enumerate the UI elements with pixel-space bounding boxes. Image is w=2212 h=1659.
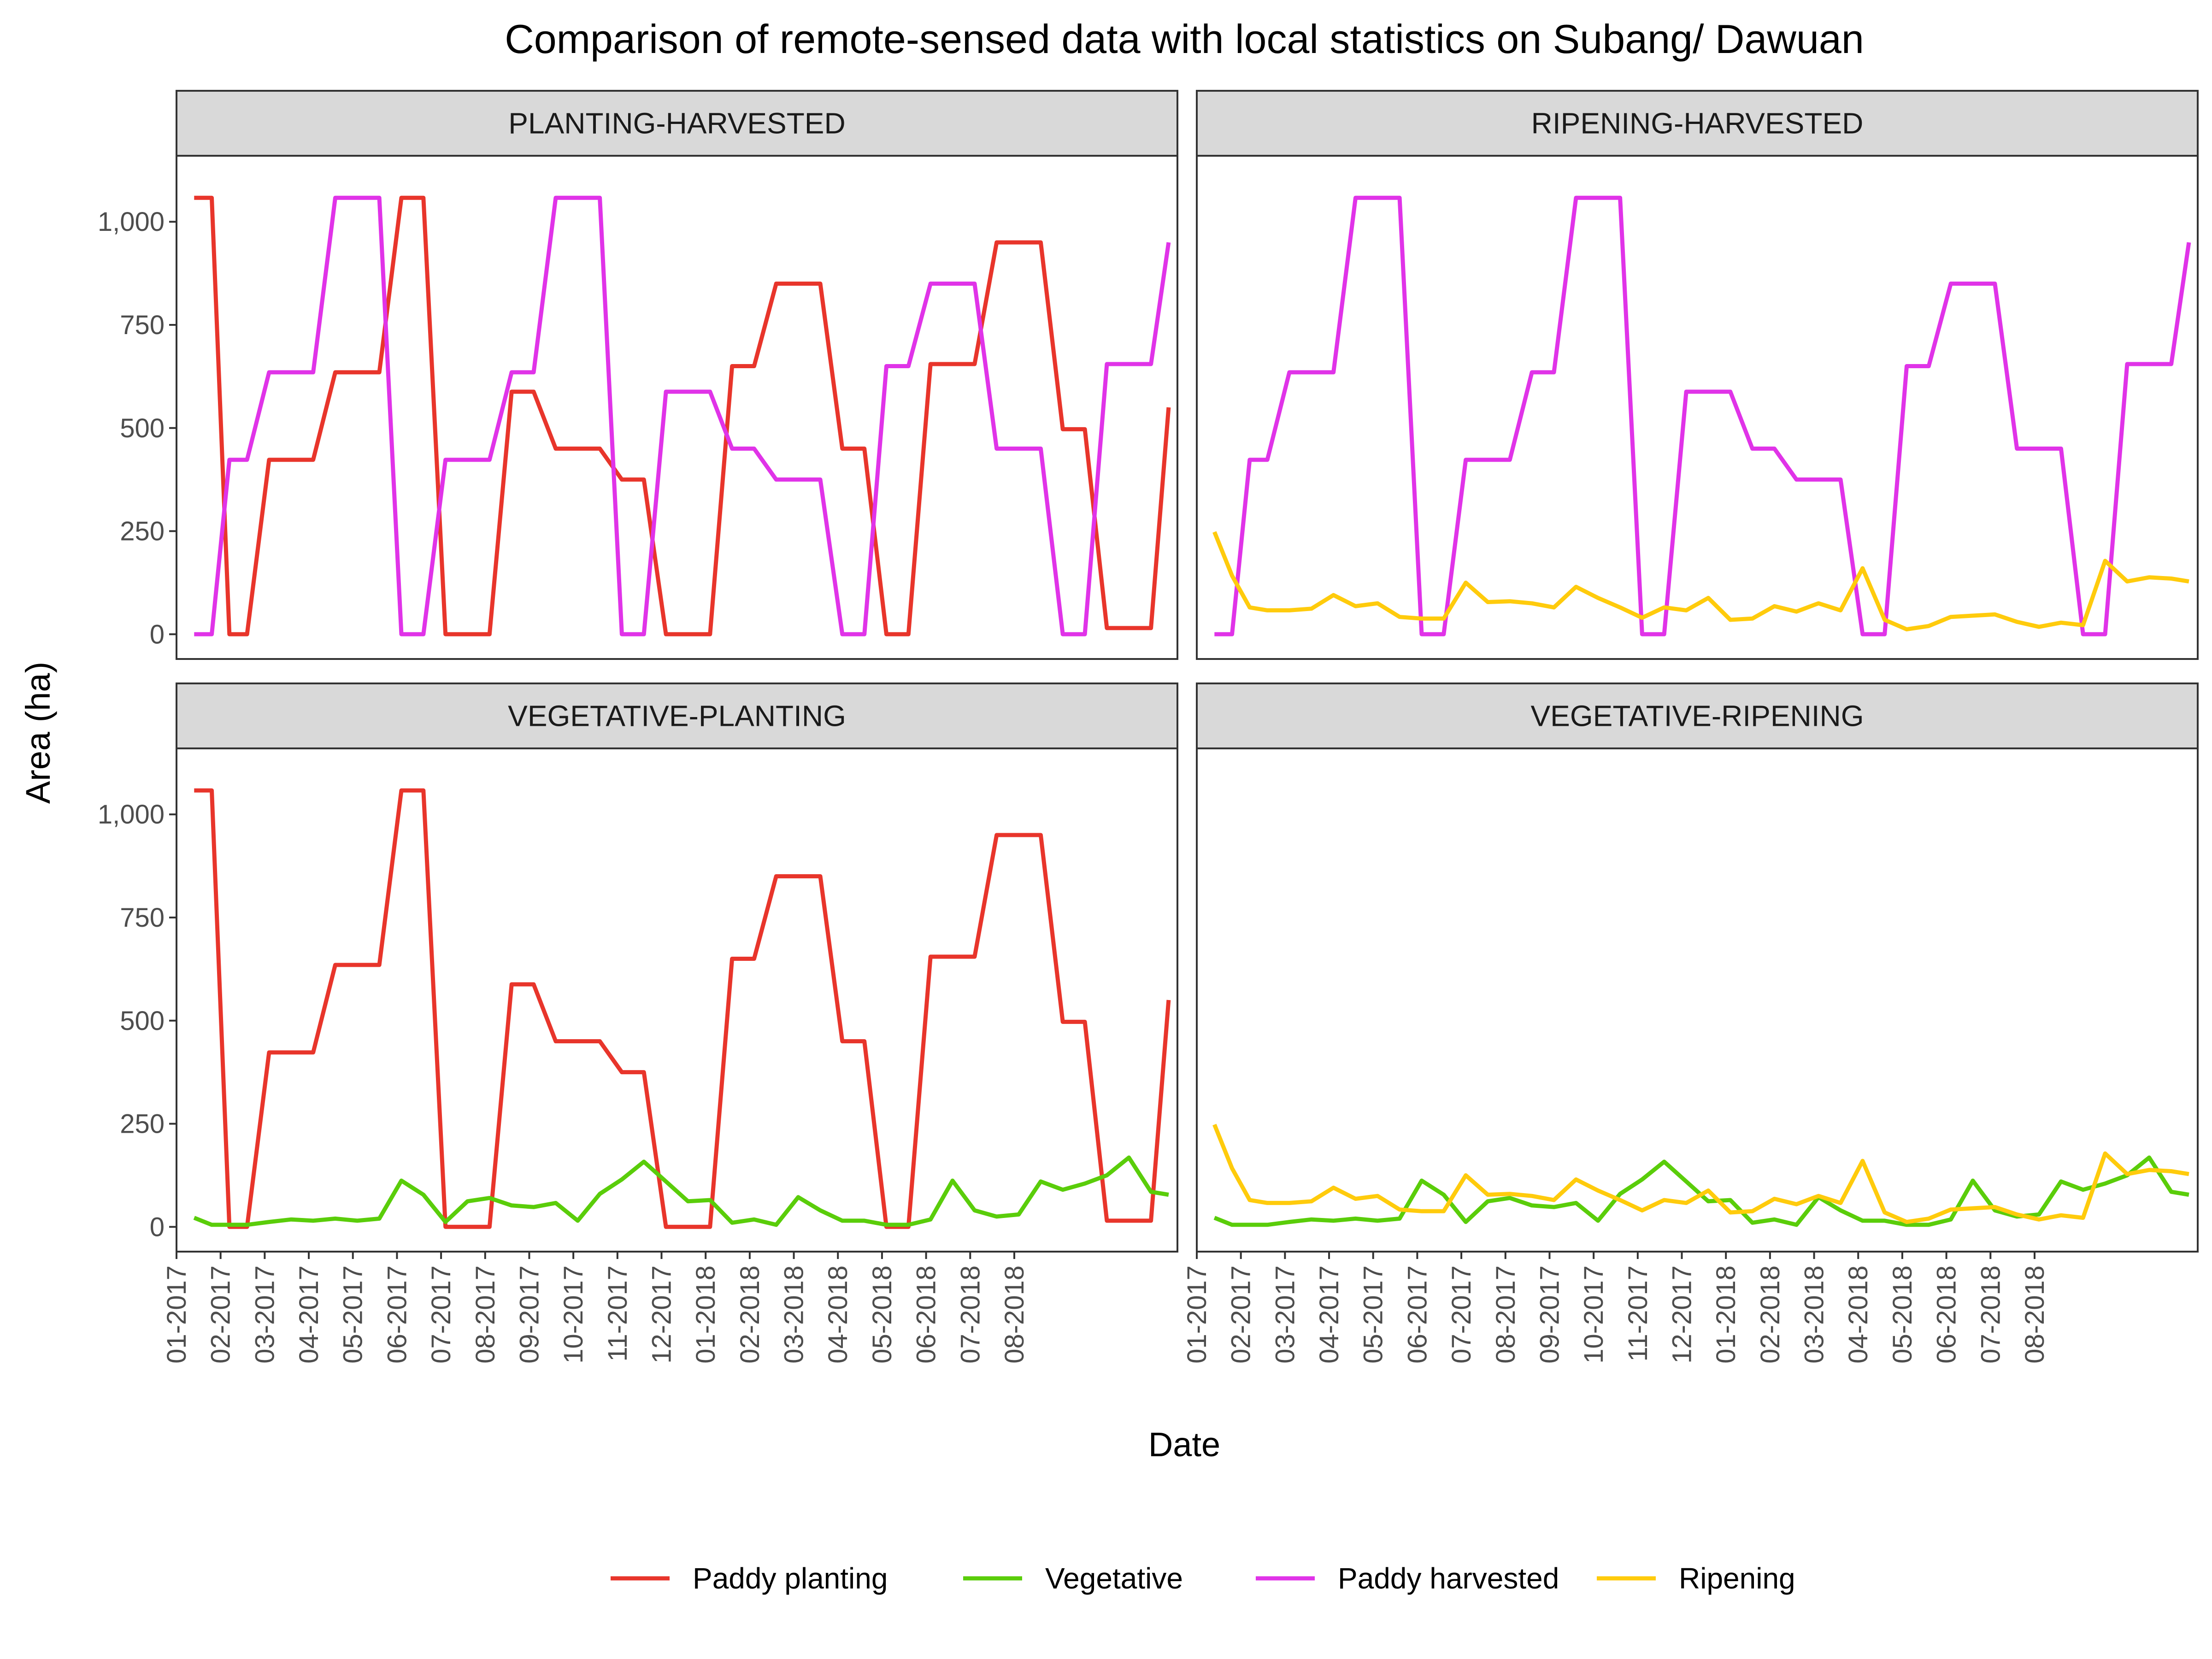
x-tick-label: 03-2018 <box>779 1265 809 1364</box>
x-tick-label: 04-2017 <box>1314 1265 1344 1364</box>
x-tick-label: 02-2017 <box>206 1265 236 1364</box>
x-tick-label: 06-2017 <box>1402 1265 1432 1364</box>
x-tick-label: 04-2018 <box>1843 1265 1873 1364</box>
x-tick-label: 09-2017 <box>1535 1265 1565 1364</box>
series-line-paddy-harvested <box>1214 195 2191 636</box>
x-tick-label: 10-2017 <box>559 1265 588 1364</box>
panel-background <box>176 748 1177 1252</box>
y-tick-label: 1,000 <box>98 800 165 830</box>
panel-vegetative-ripening: VEGETATIVE-RIPENING 01-2017 02-2017 03-2017… <box>1182 682 2199 1364</box>
panel-vegetative-planting: VEGETATIVE-PLANTING 0 250 500 750 1,000 01-201… <box>98 682 1178 1364</box>
panel-strip-ripening-harvested <box>1196 90 2199 157</box>
legend-item-paddy-planting: Paddy planting <box>611 1562 888 1595</box>
x-tick-label: 02-2018 <box>1755 1265 1785 1364</box>
x-tick-label: 03-2017 <box>1270 1265 1300 1364</box>
x-tick-label: 05-2018 <box>867 1265 897 1364</box>
panel-border <box>1196 747 2199 1253</box>
x-tick-label: 08-2017 <box>471 1265 500 1364</box>
y-tick-label: 0 <box>150 619 165 649</box>
x-tick-label: 11-2017 <box>603 1265 633 1362</box>
series-line-ripening <box>1212 531 2189 632</box>
x-tick-label: 05-2017 <box>1359 1265 1388 1364</box>
x-tick-label: 05-2017 <box>338 1265 368 1364</box>
panel-strip-label: VEGETATIVE-PLANTING <box>508 700 846 733</box>
panel-border <box>176 747 1178 1253</box>
x-tick-label: 01-2017 <box>162 1265 192 1364</box>
panel-strip-planting-harvested <box>176 90 1178 157</box>
y-tick-label: 500 <box>120 413 165 443</box>
panel-strip-label: VEGETATIVE-RIPENING <box>1530 700 1864 733</box>
panel-border <box>176 155 1178 660</box>
panel-strip-label: PLANTING-HARVESTED <box>508 107 845 140</box>
panel-border <box>1196 155 2199 660</box>
panel-background <box>1197 156 2198 659</box>
legend-item-paddy-harvested: Paddy harvested <box>1256 1562 1559 1595</box>
chart-title: Comparison of remote-sensed data with lo… <box>505 16 1864 62</box>
series-line-ripening <box>1212 1124 2189 1224</box>
x-tick-label: 11-2017 <box>1623 1265 1653 1362</box>
legend-item-vegetative: Vegetative <box>963 1562 1183 1595</box>
legend-label: Paddy planting <box>693 1562 888 1595</box>
x-tick-label: 12-2017 <box>1667 1265 1697 1364</box>
x-tick-label: 07-2017 <box>1447 1265 1477 1364</box>
legend: Paddy planting Vegetative Paddy harvested R… <box>611 1562 1795 1595</box>
x-tick-label: 02-2017 <box>1226 1265 1256 1364</box>
panel-background <box>1197 748 2198 1252</box>
panel-planting-harvested: PLANTING-HARVESTED 0 250 500 750 1,000 <box>98 90 1178 660</box>
x-tick-label: 01-2018 <box>691 1265 721 1364</box>
x-tick-label: 09-2017 <box>515 1265 545 1364</box>
x-tick-label: 06-2018 <box>912 1265 941 1364</box>
legend-item-ripening: Ripening <box>1597 1562 1795 1595</box>
y-tick-label: 250 <box>120 1109 165 1139</box>
series-line-vegetative <box>193 1155 1169 1227</box>
x-tick-label: 12-2017 <box>647 1265 677 1364</box>
x-axis-title: Date <box>1148 1425 1220 1464</box>
x-tick-label: 01-2017 <box>1182 1265 1212 1364</box>
legend-label: Ripening <box>1679 1562 1795 1595</box>
x-tick-label: 03-2018 <box>1800 1265 1830 1364</box>
panel-ripening-harvested: RIPENING-HARVESTED <box>1196 90 2199 660</box>
x-tick-label: 07-2018 <box>1976 1265 2006 1364</box>
legend-label: Vegetative <box>1045 1562 1183 1595</box>
panel-strip-label: RIPENING-HARVESTED <box>1531 107 1864 140</box>
x-tick-label: 07-2017 <box>426 1265 456 1364</box>
panel-background <box>176 156 1177 659</box>
x-tick-label: 04-2018 <box>823 1265 853 1364</box>
y-tick-label: 750 <box>120 903 165 933</box>
x-tick-label: 08-2018 <box>1000 1265 1030 1364</box>
series-line-paddy-harvested <box>194 195 1171 636</box>
x-tick-label: 06-2017 <box>382 1265 412 1364</box>
x-tick-label: 07-2018 <box>955 1265 985 1364</box>
x-tick-label: 08-2018 <box>2020 1265 2050 1364</box>
panel-strip-vegetative-planting <box>176 682 1178 749</box>
panels: PLANTING-HARVESTED 0 250 500 750 1,000 RIPENIN… <box>98 90 2199 1364</box>
x-tick-label: 02-2018 <box>735 1265 765 1364</box>
legend-label: Paddy harvested <box>1338 1562 1559 1595</box>
y-tick-label: 250 <box>120 517 165 547</box>
x-tick-label: 01-2018 <box>1711 1265 1741 1364</box>
x-tick-label: 05-2018 <box>1888 1265 1918 1364</box>
panel-strip-vegetative-ripening <box>1196 682 2199 749</box>
series-line-paddy-planting <box>194 788 1171 1229</box>
y-tick-label: 750 <box>120 310 165 340</box>
y-tick-label: 0 <box>150 1212 165 1242</box>
y-axis-title: Area (ha) <box>19 662 57 804</box>
x-tick-label: 08-2017 <box>1491 1265 1521 1364</box>
series-line-paddy-planting <box>194 195 1171 636</box>
x-tick-label: 10-2017 <box>1579 1265 1609 1364</box>
y-tick-label: 1,000 <box>98 207 165 237</box>
x-tick-label: 03-2017 <box>250 1265 280 1364</box>
y-tick-label: 500 <box>120 1006 165 1036</box>
x-tick-label: 06-2018 <box>1932 1265 1962 1364</box>
x-tick-label: 04-2017 <box>294 1265 324 1364</box>
